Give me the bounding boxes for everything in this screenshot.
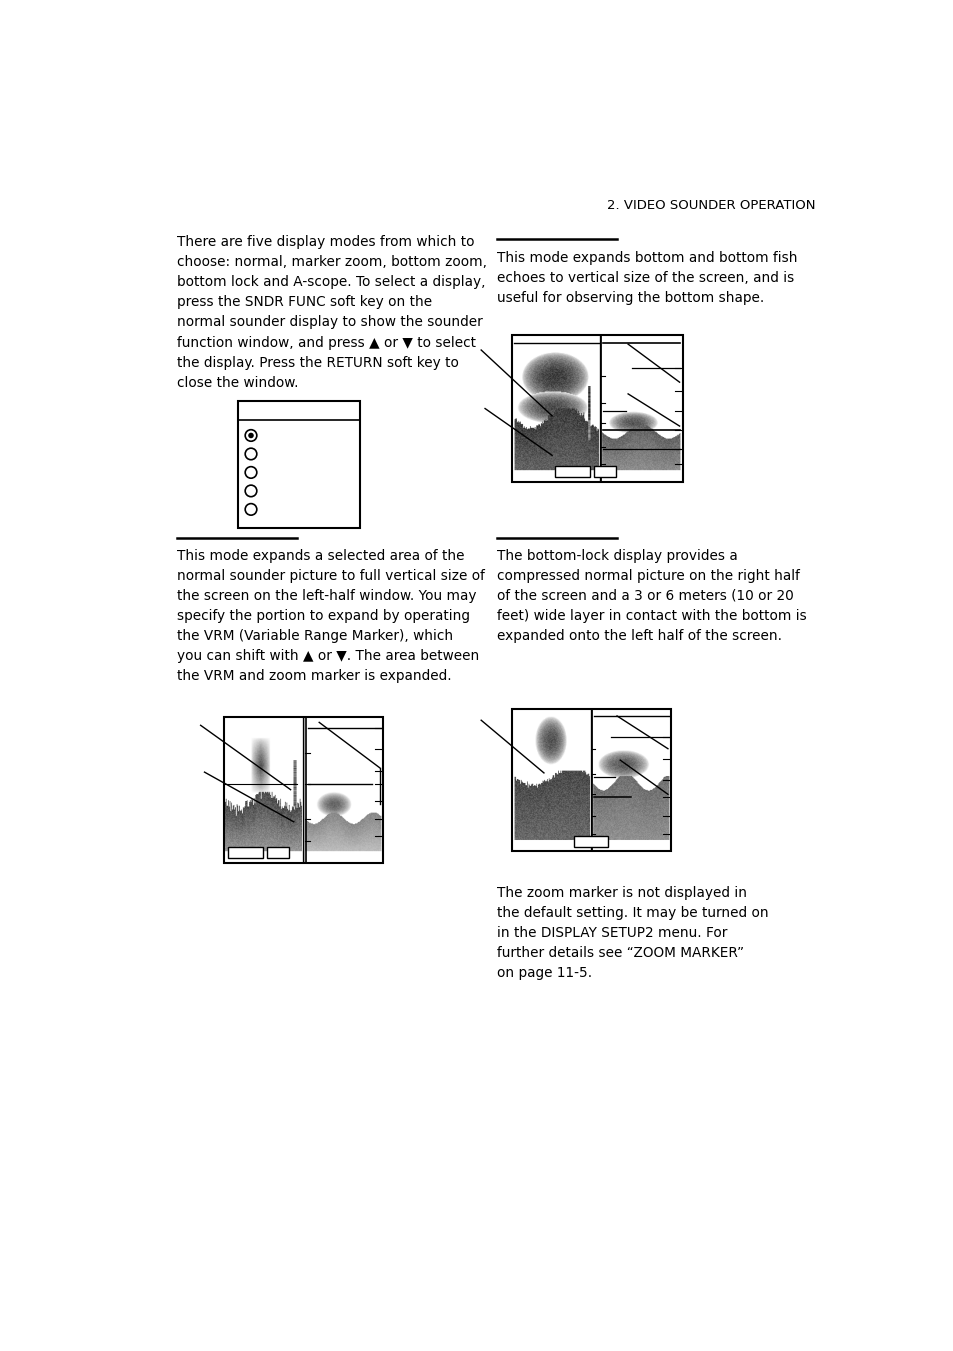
Circle shape bbox=[245, 430, 256, 442]
Circle shape bbox=[248, 432, 253, 438]
Text: 2. VIDEO SOUNDER OPERATION: 2. VIDEO SOUNDER OPERATION bbox=[607, 199, 815, 212]
Circle shape bbox=[245, 466, 256, 478]
Bar bbox=[228, 847, 263, 858]
Text: There are five display modes from which to
choose: normal, marker zoom, bottom z: There are five display modes from which … bbox=[177, 235, 487, 389]
Text: The zoom marker is not displayed in
the default setting. It may be turned on
in : The zoom marker is not displayed in the … bbox=[497, 886, 767, 979]
Text: This mode expands a selected area of the
normal sounder picture to full vertical: This mode expands a selected area of the… bbox=[177, 549, 485, 684]
Text: This mode expands bottom and bottom fish
echoes to vertical size of the screen, : This mode expands bottom and bottom fish… bbox=[497, 251, 797, 305]
Bar bbox=[574, 836, 608, 847]
Bar bbox=[594, 466, 616, 477]
Circle shape bbox=[245, 449, 256, 459]
Circle shape bbox=[245, 485, 256, 497]
Bar bbox=[555, 466, 590, 477]
Circle shape bbox=[245, 504, 256, 515]
Bar bbox=[237, 401, 360, 528]
Text: The bottom-lock display provides a
compressed normal picture on the right half
o: The bottom-lock display provides a compr… bbox=[497, 549, 805, 643]
Bar bbox=[512, 335, 682, 482]
Bar bbox=[512, 709, 670, 851]
Bar bbox=[224, 716, 382, 863]
Bar bbox=[267, 847, 289, 858]
